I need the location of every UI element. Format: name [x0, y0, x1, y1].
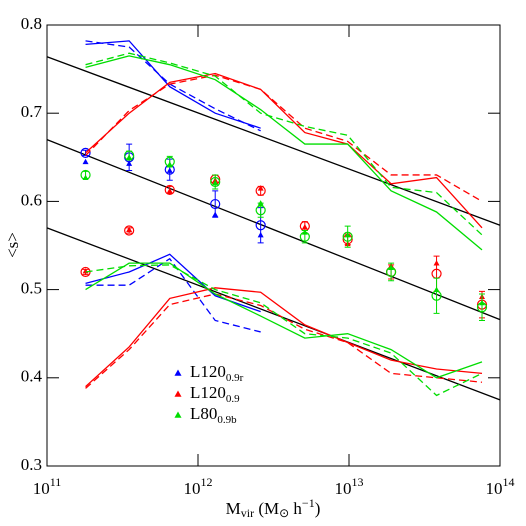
- error-bar: [212, 174, 219, 190]
- fit-line: [46, 139, 501, 321]
- x-tick-base: 10: [486, 479, 503, 498]
- x-tick-label: 1012: [184, 475, 213, 498]
- upper-dashed-line: [85, 40, 261, 132]
- error-bar: [126, 150, 133, 161]
- error-bar: [301, 230, 308, 244]
- y-tick-label: 0.4: [21, 367, 43, 386]
- fit-line: [46, 227, 501, 401]
- x-tick-label: 1013: [335, 475, 364, 498]
- x-tick-exponent: 13: [352, 475, 364, 489]
- error-bar: [126, 227, 133, 234]
- lower-dashed-line: [85, 293, 483, 389]
- upper-line: [85, 72, 483, 229]
- triangle-marker: [82, 158, 89, 165]
- error-bar: [82, 268, 89, 276]
- x-label-close: ): [315, 499, 321, 518]
- x-tick-base: 10: [184, 479, 201, 498]
- error-bar: [479, 293, 486, 321]
- fit-line: [46, 56, 501, 226]
- plot-frame: [46, 24, 501, 467]
- upper-dashed-line: [85, 52, 483, 236]
- error-bar: [166, 185, 173, 194]
- lower-dashed-line: [85, 257, 261, 333]
- error-bar: [166, 155, 173, 168]
- x-label-sun: ⊙: [279, 506, 289, 520]
- x-tick-base: 10: [33, 479, 50, 498]
- lower-line: [85, 262, 483, 379]
- x-tick-label: 1011: [33, 475, 62, 498]
- y-tick-label: 0.7: [21, 102, 43, 121]
- legend-marker: [174, 369, 182, 376]
- y-tick-label: 0.3: [21, 455, 42, 474]
- error-bar: [212, 190, 219, 218]
- error-bar: [257, 202, 264, 218]
- legend-subscript: 0.9: [226, 393, 240, 405]
- x-tick-label: 1014: [486, 475, 515, 498]
- error-bar: [257, 185, 264, 196]
- circle-marker: [124, 225, 135, 236]
- error-bar: [82, 170, 89, 179]
- legend-label: L1200.9r: [190, 362, 244, 384]
- legend-name: L80: [190, 404, 217, 423]
- error-bar: [388, 262, 395, 282]
- circle-marker: [80, 147, 91, 158]
- x-label-main: M: [226, 499, 241, 518]
- x-tick-exponent: 14: [503, 475, 515, 489]
- x-label-exp: −1: [302, 496, 315, 510]
- legend-label: L1200.9: [190, 383, 240, 405]
- legend-subscript: 0.9r: [226, 372, 244, 384]
- circle-marker: [80, 169, 91, 181]
- x-tick-exponent: 12: [201, 475, 213, 489]
- x-label-unit: h: [289, 499, 302, 518]
- circle-marker: [164, 184, 175, 196]
- x-label-open: (M: [254, 499, 279, 518]
- x-label-sub: vir: [241, 506, 254, 520]
- legend-marker: [174, 390, 182, 397]
- upper-line: [85, 55, 483, 251]
- upper-line: [85, 40, 261, 129]
- y-tick-label: 0.8: [21, 14, 42, 33]
- legend-label: L800.9b: [190, 404, 237, 426]
- y-tick-label: 0.6: [21, 190, 42, 209]
- y-tick-label: 0.5: [21, 279, 42, 298]
- legend-name: L120: [190, 362, 226, 381]
- y-axis-label: <s>: [3, 232, 22, 258]
- upper-dashed-line: [85, 74, 483, 202]
- x-tick-exponent: 11: [50, 475, 62, 489]
- lower-dashed-line: [85, 264, 483, 397]
- legend-marker: [174, 411, 182, 418]
- error-bar: [344, 225, 351, 248]
- error-bar: [433, 277, 440, 314]
- legend-name: L120: [190, 383, 226, 402]
- legend-subscript: 0.9b: [217, 414, 237, 426]
- x-tick-base: 10: [335, 479, 352, 498]
- x-axis-label: Mvir (M⊙ h−1): [226, 496, 321, 520]
- lower-line: [85, 287, 483, 388]
